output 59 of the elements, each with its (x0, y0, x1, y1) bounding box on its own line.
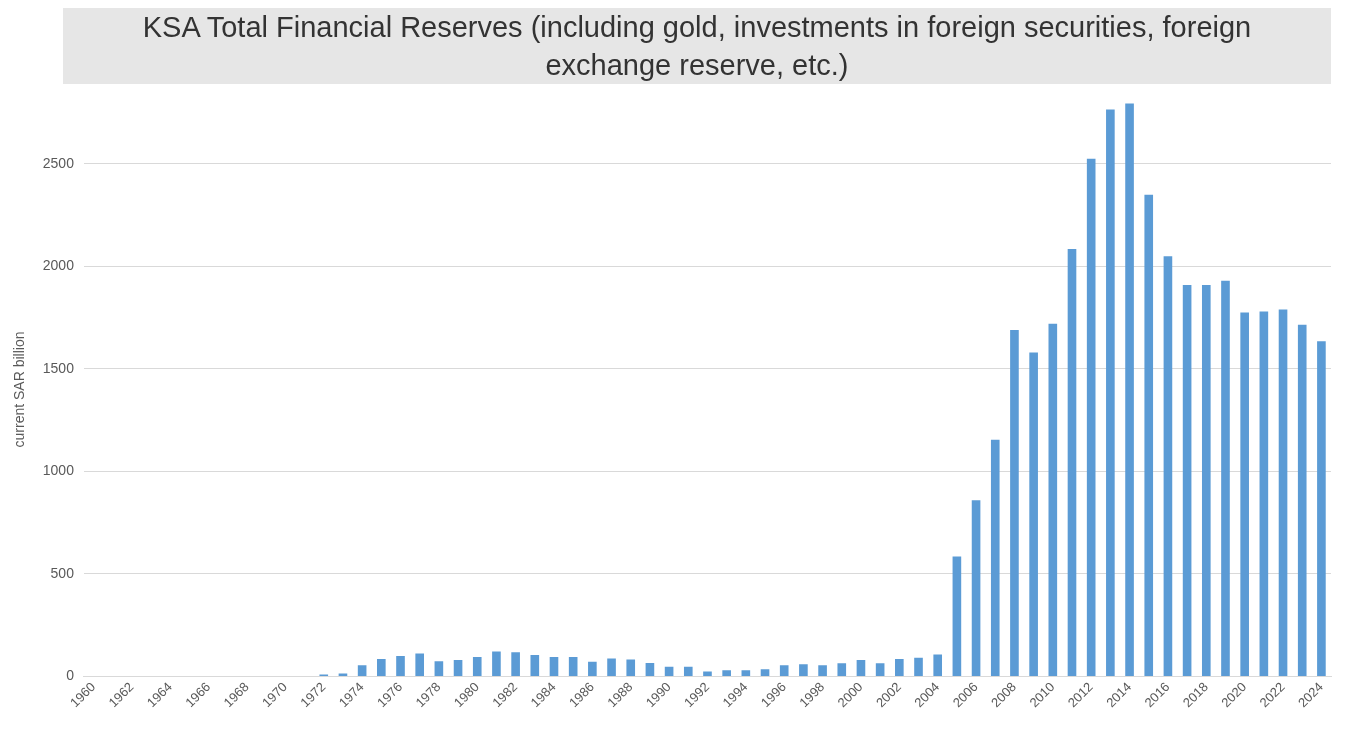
bar (1067, 249, 1077, 677)
bar (549, 657, 559, 677)
bar (626, 659, 636, 677)
bar (933, 654, 943, 677)
y-tick-label: 2500 (42, 154, 75, 171)
bar (357, 665, 367, 677)
bar (472, 657, 482, 677)
bar (1182, 284, 1192, 677)
bar (396, 656, 405, 677)
bar (683, 666, 693, 677)
bar (1106, 109, 1115, 677)
bar (1221, 280, 1230, 677)
bar (511, 652, 520, 677)
bar (741, 670, 751, 677)
bar (875, 663, 885, 677)
y-axis-title: current SAR billion (11, 331, 28, 448)
bar (1297, 324, 1307, 677)
bar (722, 670, 731, 677)
bar (588, 661, 597, 677)
bar (856, 660, 866, 677)
bar (1086, 158, 1096, 677)
bar (1048, 323, 1058, 677)
y-tick-label: 500 (50, 564, 75, 581)
bar (492, 651, 501, 677)
bar (971, 500, 981, 677)
bar (799, 664, 808, 677)
bar (377, 659, 386, 677)
bar (914, 657, 923, 677)
bar (607, 658, 616, 677)
bar (779, 665, 789, 677)
bar (990, 439, 1000, 677)
bar (1278, 309, 1288, 677)
bar (818, 665, 827, 677)
bar (1029, 352, 1038, 677)
y-tick-label: 2000 (42, 257, 75, 274)
bar (1163, 256, 1173, 677)
bar (837, 663, 847, 677)
bar (568, 657, 578, 677)
bar (1201, 284, 1211, 677)
y-tick-label: 1000 (42, 462, 75, 479)
bar (453, 660, 463, 677)
y-tick-label: 0 (66, 667, 75, 684)
bar (338, 673, 348, 677)
bar (434, 661, 444, 677)
bar (415, 653, 425, 677)
bar (1259, 311, 1269, 677)
bar (703, 671, 712, 677)
bar (895, 659, 904, 677)
bar (1144, 194, 1154, 677)
bar (645, 662, 655, 677)
bar (530, 654, 540, 677)
bar (760, 669, 770, 677)
bar (1317, 341, 1326, 677)
bar (952, 556, 962, 677)
bar (1125, 103, 1134, 677)
bar (1240, 312, 1249, 677)
y-tick-label: 1500 (42, 359, 75, 376)
chart-title: KSA Total Financial Reserves (including gold, investments in foreign securities, foreign exchange reserve, etc.) (63, 8, 1331, 84)
bar (1010, 330, 1019, 677)
